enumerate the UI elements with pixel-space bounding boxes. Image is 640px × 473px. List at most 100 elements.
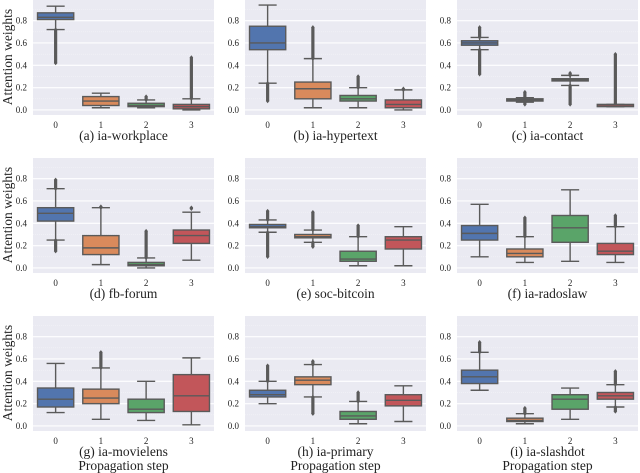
- flier-marker: [265, 98, 270, 104]
- box-step-2: [551, 189, 589, 262]
- y-axis-label: Attention weights: [0, 325, 15, 421]
- x-tick-label: 3: [401, 278, 406, 288]
- box-iqr: [172, 373, 211, 413]
- y-tick-label: 0.4: [228, 60, 240, 70]
- box-step-1: [294, 359, 332, 416]
- x-tick-label: 0: [477, 120, 482, 130]
- x-tick-label: 3: [401, 120, 406, 130]
- x-axis-label: Propagation step: [290, 458, 381, 473]
- flier-marker: [53, 60, 58, 66]
- y-tick-label: 0.4: [228, 376, 240, 386]
- y-tick-label: 0.8: [228, 16, 240, 26]
- flier-marker: [311, 244, 315, 249]
- y-tick-label: 0.2: [16, 83, 27, 93]
- flier-marker: [189, 205, 194, 210]
- box-iqr: [82, 388, 120, 405]
- y-tick-label: 0.4: [16, 376, 28, 386]
- box-step-3: [596, 213, 635, 264]
- box-step-0: [460, 203, 499, 258]
- box-step-0: [460, 340, 499, 391]
- box-step-2: [551, 70, 589, 107]
- y-tick-label: 0.8: [228, 174, 240, 184]
- flier-marker: [477, 340, 482, 345]
- y-tick-label: 0.0: [440, 105, 452, 115]
- y-tick-label: 0.6: [228, 196, 240, 206]
- box-step-0: [460, 25, 499, 77]
- y-tick-label: 0.4: [440, 60, 452, 70]
- box-step-1: [294, 25, 332, 109]
- panel-title: (c) ia-contact: [512, 128, 584, 143]
- box-step-1: [82, 350, 120, 420]
- panel-title: (e) soc-bitcoin: [296, 286, 375, 301]
- panel-title: (d) fb-forum: [90, 286, 158, 301]
- x-tick-label: 3: [401, 436, 406, 446]
- flier-marker: [523, 405, 527, 411]
- x-tick-label: 1: [523, 120, 528, 130]
- x-tick-label: 2: [356, 436, 361, 446]
- x-tick-label: 2: [144, 120, 149, 130]
- box-step-1: [506, 89, 544, 107]
- x-tick-label: 3: [189, 120, 194, 130]
- panel-title: (f) ia-radoslaw: [508, 286, 588, 301]
- box-step-1: [506, 405, 544, 425]
- x-axis-label: Propagation step: [502, 458, 593, 473]
- x-tick-label: 0: [53, 436, 58, 446]
- panel-title: (a) ia-workplace: [79, 128, 168, 143]
- x-tick-label: 2: [144, 278, 149, 288]
- x-axis-label: Propagation step: [78, 458, 169, 473]
- x-tick-label: 2: [356, 278, 361, 288]
- box-step-3: [384, 385, 423, 423]
- box-iqr: [596, 242, 635, 256]
- box-step-1: [82, 204, 120, 266]
- plot-background: [457, 0, 638, 115]
- box-step-3: [172, 357, 211, 426]
- flier-marker: [613, 369, 618, 374]
- flier-marker: [189, 55, 194, 60]
- panel-i: 0.0 0.2 0.4 0.6 0.8 0 1 2 3 (i) ia-slashdotPropag…: [440, 316, 638, 473]
- box-step-0: [36, 177, 75, 254]
- y-tick-label: 0.2: [440, 399, 451, 409]
- y-tick-label: 0.0: [440, 263, 452, 273]
- flier-marker: [311, 411, 315, 416]
- y-tick-label: 0.2: [228, 83, 239, 93]
- y-tick-label: 0.4: [228, 218, 240, 228]
- x-tick-label: 2: [568, 278, 573, 288]
- flier-marker: [53, 177, 58, 182]
- box-iqr: [248, 25, 287, 51]
- y-tick-label: 0.8: [440, 16, 452, 26]
- flier-marker: [568, 70, 572, 76]
- x-tick-label: 1: [523, 278, 528, 288]
- box-step-0: [36, 5, 75, 66]
- box-step-2: [339, 390, 377, 425]
- x-tick-label: 2: [568, 436, 573, 446]
- box-iqr: [127, 398, 165, 414]
- box-iqr: [551, 214, 589, 243]
- y-tick-label: 0.4: [16, 218, 28, 228]
- y-tick-label: 0.2: [16, 399, 27, 409]
- x-tick-label: 0: [53, 120, 58, 130]
- flier-marker: [144, 228, 148, 234]
- y-tick-label: 0.2: [16, 241, 27, 251]
- panel-b: 0.0 0.2 0.4 0.6 0.8 0 1 2 3 (b) ia-hypertext: [228, 0, 426, 143]
- x-tick-label: 3: [613, 278, 618, 288]
- box-step-3: [384, 225, 423, 267]
- y-tick-label: 0.2: [228, 241, 239, 251]
- panel-title: (g) ia-movielens: [79, 444, 168, 459]
- box-step-0: [248, 4, 287, 104]
- panel-f: 0.0 0.2 0.4 0.6 0.8 0 1 2 3 (f) ia-radoslaw: [440, 158, 638, 301]
- box-step-0: [36, 362, 75, 414]
- x-tick-label: 3: [189, 436, 194, 446]
- flier-marker: [265, 254, 270, 260]
- x-tick-label: 2: [356, 120, 361, 130]
- box-iqr: [36, 387, 75, 408]
- flier-marker: [311, 359, 315, 364]
- box-step-3: [172, 55, 211, 111]
- y-tick-label: 0.6: [228, 354, 240, 364]
- box-iqr: [384, 236, 423, 250]
- y-tick-label: 0.0: [16, 263, 28, 273]
- box-step-1: [506, 215, 544, 264]
- box-iqr: [82, 234, 120, 256]
- box-iqr: [36, 12, 75, 21]
- plot-background: [245, 0, 426, 115]
- y-tick-label: 0.6: [440, 354, 452, 364]
